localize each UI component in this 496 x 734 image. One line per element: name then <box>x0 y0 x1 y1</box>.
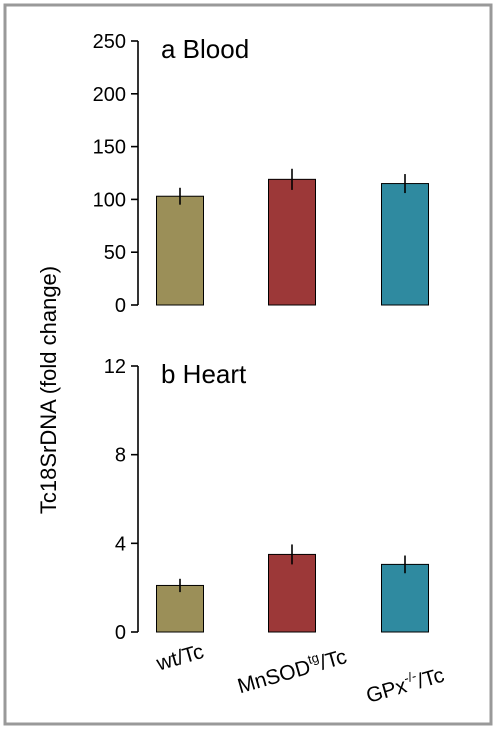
bar-wt-tc <box>156 584 204 633</box>
x-axis-tick-labels: wt/Tc MnSODtg/Tc GPx-/-/Tc <box>153 640 447 708</box>
y-tick-label: 250 <box>93 31 126 53</box>
y-axis-label: Tc18SrDNA (fold change) <box>36 266 61 514</box>
panel-heart: 0 4 8 12 b Heart <box>104 356 429 644</box>
bar-mnsod <box>268 178 316 306</box>
y-tick-label: 8 <box>115 445 126 467</box>
panel-blood: 0 50 100 150 200 250 a Blood <box>93 31 429 317</box>
y-tick-label: 4 <box>115 533 126 555</box>
y-tick-label: 0 <box>115 622 126 644</box>
y-tick-label: 200 <box>93 84 126 106</box>
y-tick-label: 150 <box>93 137 126 159</box>
x-tick-label: MnSODtg/Tc <box>234 642 349 698</box>
y-tick-label: 100 <box>93 189 126 211</box>
x-tick-label: GPx-/-/Tc <box>363 661 447 708</box>
x-tick-label: wt/Tc <box>153 640 206 676</box>
y-tick-label: 0 <box>115 295 126 317</box>
bar-wt-tc <box>156 195 204 306</box>
bar-mnsod <box>268 553 316 633</box>
bar-gpx <box>381 183 429 306</box>
y-tick-label: 50 <box>104 242 126 264</box>
bar-gpx <box>381 563 429 633</box>
y-tick-label: 12 <box>104 356 126 378</box>
figure-border <box>3 3 493 726</box>
panel-title: b Heart <box>161 359 247 389</box>
panel-title: a Blood <box>161 34 249 64</box>
